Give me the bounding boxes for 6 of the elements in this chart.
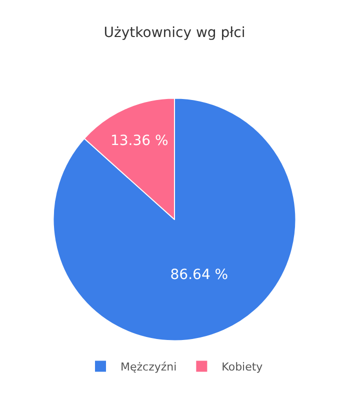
- legend-label: Kobiety: [222, 360, 264, 374]
- pie-slice: [52, 98, 296, 342]
- data-label: 86.64 %: [170, 266, 228, 283]
- chart-title: Użytkownicy wg płci: [104, 24, 246, 41]
- data-label: 13.36 %: [110, 132, 168, 149]
- legend-label: Mężczyźni: [120, 360, 177, 374]
